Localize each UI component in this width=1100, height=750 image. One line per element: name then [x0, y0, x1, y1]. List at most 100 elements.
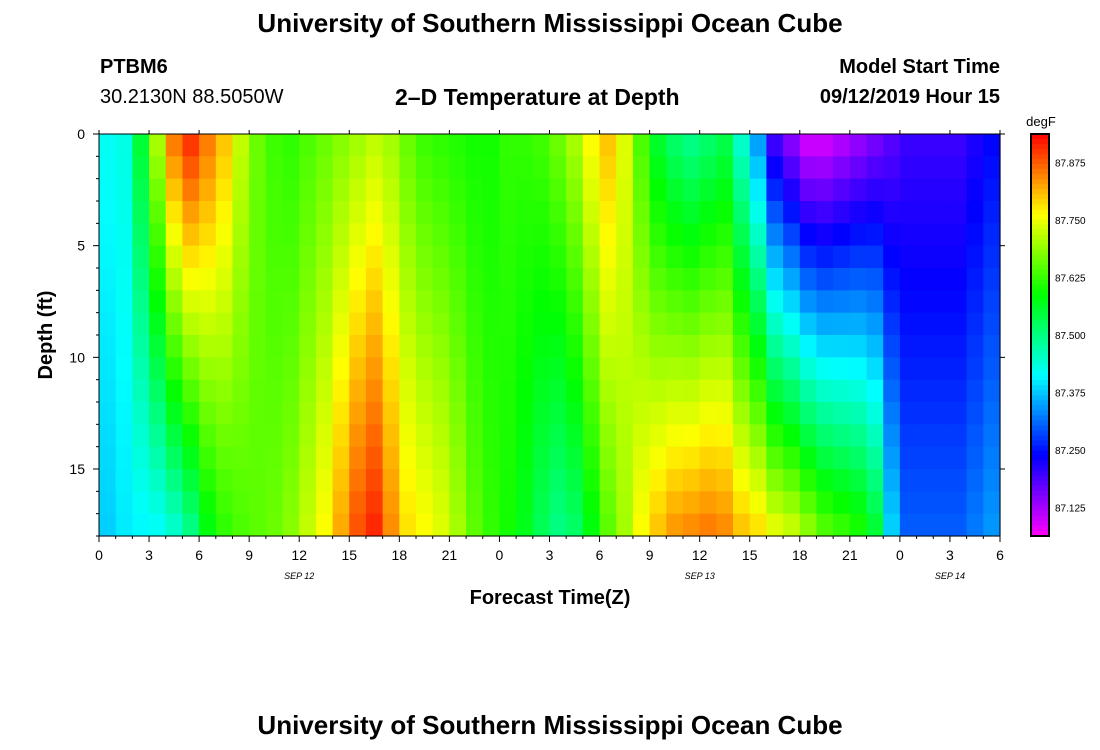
heatmap-cell	[432, 379, 450, 403]
heatmap-cell	[299, 178, 317, 202]
heatmap-cell	[482, 335, 501, 358]
heatmap-cell	[466, 178, 484, 202]
heatmap-cell	[115, 201, 133, 224]
heatmap-cell	[199, 201, 217, 224]
heatmap-cell	[365, 335, 384, 358]
heatmap-cell	[499, 446, 517, 470]
heatmap-cell	[382, 312, 400, 336]
heatmap-cell	[482, 268, 501, 291]
colorbar-segment	[1031, 485, 1049, 492]
heatmap-cell	[332, 357, 350, 381]
heatmap-cell	[733, 268, 751, 291]
heatmap-cell	[232, 513, 250, 537]
heatmap-cell	[349, 156, 367, 180]
colorbar-segment	[1031, 515, 1049, 522]
heatmap-cell	[215, 312, 234, 336]
heatmap-cell	[115, 469, 133, 492]
heatmap-cell	[399, 491, 417, 515]
heatmap-cell	[432, 245, 450, 269]
heatmap-cell	[983, 290, 1001, 314]
colorbar-segment	[1031, 269, 1049, 276]
heatmap-cell	[866, 156, 884, 180]
colorbar-segment	[1031, 375, 1049, 381]
heatmap-cell	[265, 268, 284, 291]
heatmap-cell	[382, 268, 400, 291]
heatmap-cell	[966, 402, 984, 425]
heatmap-cell	[165, 134, 184, 157]
heatmap-cell	[549, 513, 567, 537]
heatmap-cell	[666, 446, 684, 470]
heatmap-cell	[899, 290, 918, 314]
heatmap-cell	[449, 335, 467, 358]
heatmap-cell	[365, 446, 384, 470]
heatmap-cell	[983, 469, 1001, 492]
heatmap-cell	[516, 357, 534, 381]
heatmap-cell	[599, 178, 617, 202]
heatmap-cell	[482, 402, 501, 425]
heatmap-cell	[466, 491, 484, 515]
colorbar-segment	[1031, 385, 1049, 391]
heatmap-cell	[349, 223, 367, 247]
heatmap-cell	[983, 156, 1001, 180]
heatmap-cell	[649, 469, 667, 492]
heatmap-cell	[332, 379, 350, 403]
heatmap-cell	[165, 379, 184, 403]
heatmap-cell	[966, 513, 984, 537]
heatmap-cell	[716, 491, 734, 515]
heatmap-cell	[899, 469, 918, 492]
heatmap-cell	[132, 201, 150, 224]
heatmap-cell	[566, 312, 584, 336]
heatmap-cell	[265, 513, 284, 537]
heatmap-cell	[99, 379, 117, 403]
heatmap-cell	[382, 290, 400, 314]
heatmap-cell	[482, 312, 501, 336]
heatmap-cell	[299, 469, 317, 492]
heatmap-cell	[532, 424, 551, 448]
heatmap-cell	[599, 223, 617, 247]
heatmap-cell	[182, 178, 200, 202]
heatmap-cell	[599, 268, 617, 291]
heatmap-cell	[115, 491, 133, 515]
colorbar-segment	[1031, 390, 1049, 396]
heatmap-cell	[215, 134, 234, 157]
heatmap-cell	[899, 245, 918, 269]
heatmap-cell	[833, 446, 851, 470]
heatmap-cell	[282, 402, 300, 425]
heatmap-cell	[699, 223, 717, 247]
heatmap-cell	[165, 335, 184, 358]
heatmap-cell	[299, 156, 317, 180]
heatmap-cell	[449, 290, 467, 314]
heatmap-cell	[416, 245, 434, 269]
heatmap-cell	[566, 491, 584, 515]
heatmap-cell	[482, 491, 501, 515]
heatmap-cell	[382, 223, 400, 247]
heatmap-cell	[733, 335, 751, 358]
heatmap-cell	[899, 424, 918, 448]
heatmap-cell	[365, 513, 384, 537]
heatmap-cell	[99, 513, 117, 537]
colorbar-segment	[1031, 284, 1049, 291]
heatmap-cell	[299, 245, 317, 269]
heatmap-cell	[466, 335, 484, 358]
heatmap-cell	[566, 178, 584, 202]
heatmap-cell	[482, 357, 501, 381]
heatmap-cell	[766, 424, 784, 448]
heatmap-cell	[766, 312, 784, 336]
plot-title: 2–D Temperature at Depth	[395, 84, 680, 110]
heatmap-cell	[382, 357, 400, 381]
heatmap-cell	[382, 178, 400, 202]
heatmap-cell	[699, 156, 717, 180]
heatmap-cell	[883, 469, 901, 492]
heatmap-cell	[232, 357, 250, 381]
heatmap-cell	[99, 312, 117, 336]
heatmap-cell	[182, 312, 200, 336]
heatmap-cell	[916, 424, 934, 448]
heatmap-cell	[432, 268, 450, 291]
heatmap-cell	[516, 178, 534, 202]
colorbar-segment	[1031, 319, 1049, 326]
heatmap-cell	[449, 134, 467, 157]
heatmap-cell	[566, 469, 584, 492]
heatmap-cell	[365, 424, 384, 448]
heatmap-cell	[249, 201, 267, 224]
heatmap-cell	[132, 268, 150, 291]
